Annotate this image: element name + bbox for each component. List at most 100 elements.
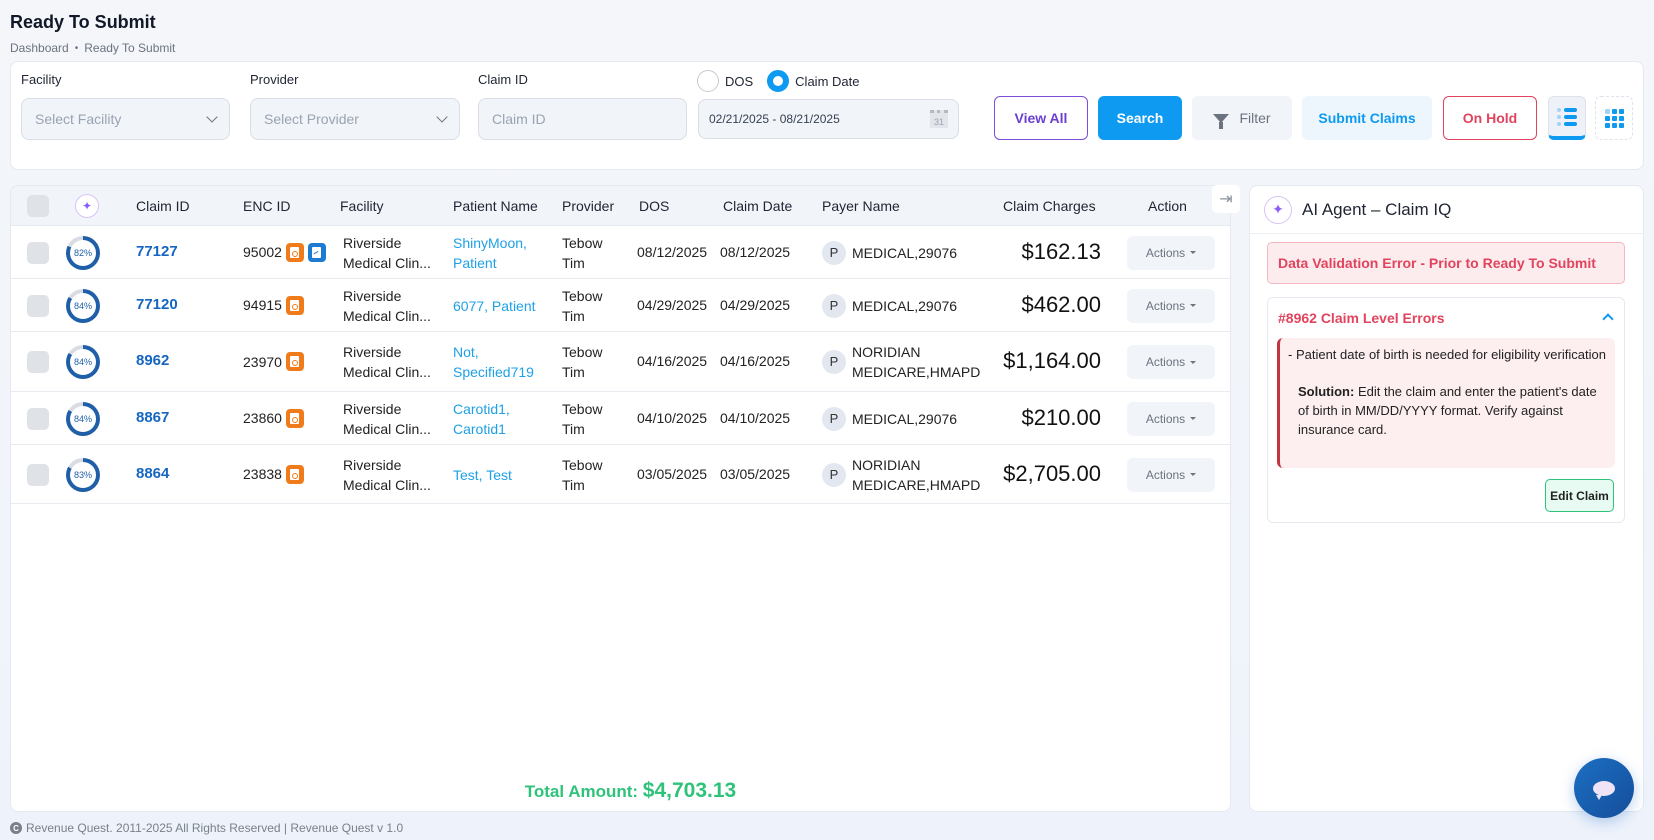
col-patient-name[interactable]: Patient Name <box>453 197 538 214</box>
col-payer-name[interactable]: Payer Name <box>822 197 900 214</box>
filter-panel: Facility Select Facility Provider Select… <box>10 61 1644 170</box>
enc-id: 23860 <box>243 410 282 426</box>
row-checkbox[interactable] <box>27 241 49 264</box>
radio-dos[interactable] <box>697 70 719 92</box>
chat-button[interactable] <box>1574 758 1634 818</box>
patient-name-link[interactable]: ShinyMoon, Patient <box>453 233 527 273</box>
claim-charges-cell: $1,164.00 <box>1003 348 1101 373</box>
col-dos[interactable]: DOS <box>639 197 670 214</box>
provider-line-1: Tebow <box>562 400 603 417</box>
chevron-down-icon <box>206 111 218 123</box>
chart-doc-icon[interactable] <box>307 242 326 262</box>
search-button[interactable]: Search <box>1098 96 1182 140</box>
facility-cell: Riverside Medical Clin... <box>343 399 431 439</box>
total-value: $4,703.13 <box>642 779 737 802</box>
provider-label: Provider <box>250 72 299 87</box>
col-claim-id[interactable]: Claim ID <box>136 197 190 214</box>
claim-date-cell: 08/12/2025 <box>720 243 791 260</box>
provider-line-1: Tebow <box>562 456 603 473</box>
row-checkbox[interactable] <box>27 294 49 317</box>
payer-cell: P NORIDIAN MEDICARE,HMAPD <box>822 342 980 382</box>
edit-claim-button[interactable]: Edit Claim <box>1545 479 1614 512</box>
col-enc-id[interactable]: ENC ID <box>243 197 291 214</box>
col-provider[interactable]: Provider <box>562 197 615 214</box>
chevron-up-icon[interactable] <box>1602 313 1614 325</box>
provider-line-2: Tim <box>562 364 585 380</box>
claim-id-link[interactable]: 77127 <box>136 242 178 260</box>
patient-name-link[interactable]: Test, Test <box>453 465 512 485</box>
patient-name-link[interactable]: Carotid1, Carotid1 <box>453 399 510 439</box>
claim-errors-title[interactable]: #8962 Claim Level Errors <box>1278 310 1445 326</box>
patient-line-2: Specified719 <box>453 364 534 380</box>
col-action: Action <box>1148 197 1187 214</box>
col-facility[interactable]: Facility <box>340 197 384 214</box>
calendar-icon[interactable]: 31 <box>930 110 948 128</box>
row-checkbox[interactable] <box>27 407 49 430</box>
radio-dos-label: DOS <box>725 73 754 89</box>
radio-claim-date[interactable] <box>767 70 790 92</box>
encounter-doc-icon[interactable] <box>285 295 304 315</box>
provider-select[interactable]: Select Provider <box>250 98 460 140</box>
encounter-doc-icon[interactable] <box>285 464 304 484</box>
facility-line-1: Riverside <box>343 400 402 417</box>
actions-dropdown[interactable]: Actions <box>1127 345 1215 379</box>
row-checkbox[interactable] <box>27 463 49 486</box>
grid-view-button[interactable] <box>1595 96 1633 140</box>
encounter-doc-icon[interactable] <box>285 352 304 371</box>
facility-cell: Riverside Medical Clin... <box>343 455 431 495</box>
on-hold-button[interactable]: On Hold <box>1443 96 1537 140</box>
payer-line-2: MEDICARE,HMAPD <box>852 476 981 493</box>
claim-id-link[interactable]: 8867 <box>136 408 170 426</box>
actions-dropdown[interactable]: Actions <box>1127 401 1215 436</box>
col-claim-date[interactable]: Claim Date <box>723 197 793 214</box>
radio-claim-date-label: Claim Date <box>795 73 860 89</box>
provider-cell: Tebow Tim <box>562 455 602 495</box>
claim-id-link[interactable]: 8864 <box>136 464 170 482</box>
patient-name-link[interactable]: 6077, Patient <box>453 296 536 316</box>
col-claim-charges[interactable]: Claim Charges <box>1003 197 1096 214</box>
claim-id-placeholder: Claim ID <box>492 111 546 127</box>
view-all-button[interactable]: View All <box>994 96 1088 140</box>
claim-id-input[interactable]: Claim ID <box>478 98 687 140</box>
date-range-input[interactable]: 02/21/2025 - 08/21/2025 31 <box>698 99 959 139</box>
submit-claims-button[interactable]: Submit Claims <box>1302 96 1432 140</box>
table-body: 82% 77127 95002 Riverside Medical Clin..… <box>11 226 1230 504</box>
provider-line-1: Tebow <box>562 234 603 251</box>
encounter-doc-icon[interactable] <box>285 408 304 428</box>
enc-id-cell: 95002 <box>243 242 326 262</box>
row-checkbox[interactable] <box>27 351 49 373</box>
copyright-icon: C <box>10 822 22 834</box>
breadcrumb-current: Ready To Submit <box>84 41 176 55</box>
chevron-down-icon <box>436 111 448 123</box>
patient-name-link[interactable]: Not, Specified719 <box>453 342 534 382</box>
provider-cell: Tebow Tim <box>562 399 602 439</box>
ai-sparkle-icon: ✦ <box>75 193 99 218</box>
actions-dropdown[interactable]: Actions <box>1127 235 1215 270</box>
payer-avatar: P <box>822 240 846 265</box>
ai-panel-header: ✦ AI Agent – Claim IQ <box>1250 186 1643 234</box>
breadcrumb-dashboard[interactable]: Dashboard <box>10 41 69 55</box>
encounter-doc-icon[interactable] <box>285 242 304 262</box>
claim-id-link[interactable]: 8962 <box>136 352 170 369</box>
list-view-button[interactable] <box>1548 96 1586 140</box>
table-row: 83% 8864 23838 Riverside Medical Clin...… <box>11 445 1230 504</box>
confidence-score: 84% <box>70 292 96 319</box>
arrow-right-to-bar-icon: ⇥ <box>1219 191 1233 208</box>
payer-avatar: P <box>822 293 846 318</box>
actions-dropdown[interactable]: Actions <box>1127 457 1215 492</box>
facility-select[interactable]: Select Facility <box>21 98 230 140</box>
select-all-checkbox[interactable] <box>27 194 49 217</box>
caret-down-icon <box>1190 473 1197 476</box>
actions-label: Actions <box>1145 411 1186 426</box>
claim-id-link[interactable]: 77120 <box>136 295 178 313</box>
enc-id-cell: 94915 <box>243 295 304 315</box>
confidence-progress-ring: 84% <box>66 288 100 323</box>
error-detail: - Patient date of birth is needed for el… <box>1277 338 1615 468</box>
footer: C Revenue Quest. 2011-2025 All Rights Re… <box>10 821 403 835</box>
actions-label: Actions <box>1145 355 1186 369</box>
collapse-panel-button[interactable]: ⇥ <box>1212 185 1240 213</box>
actions-dropdown[interactable]: Actions <box>1127 288 1215 323</box>
ai-panel-title: AI Agent – Claim IQ <box>1302 199 1452 219</box>
facility-line-2: Medical Clin... <box>343 307 431 324</box>
filter-button[interactable]: Filter <box>1192 96 1292 140</box>
